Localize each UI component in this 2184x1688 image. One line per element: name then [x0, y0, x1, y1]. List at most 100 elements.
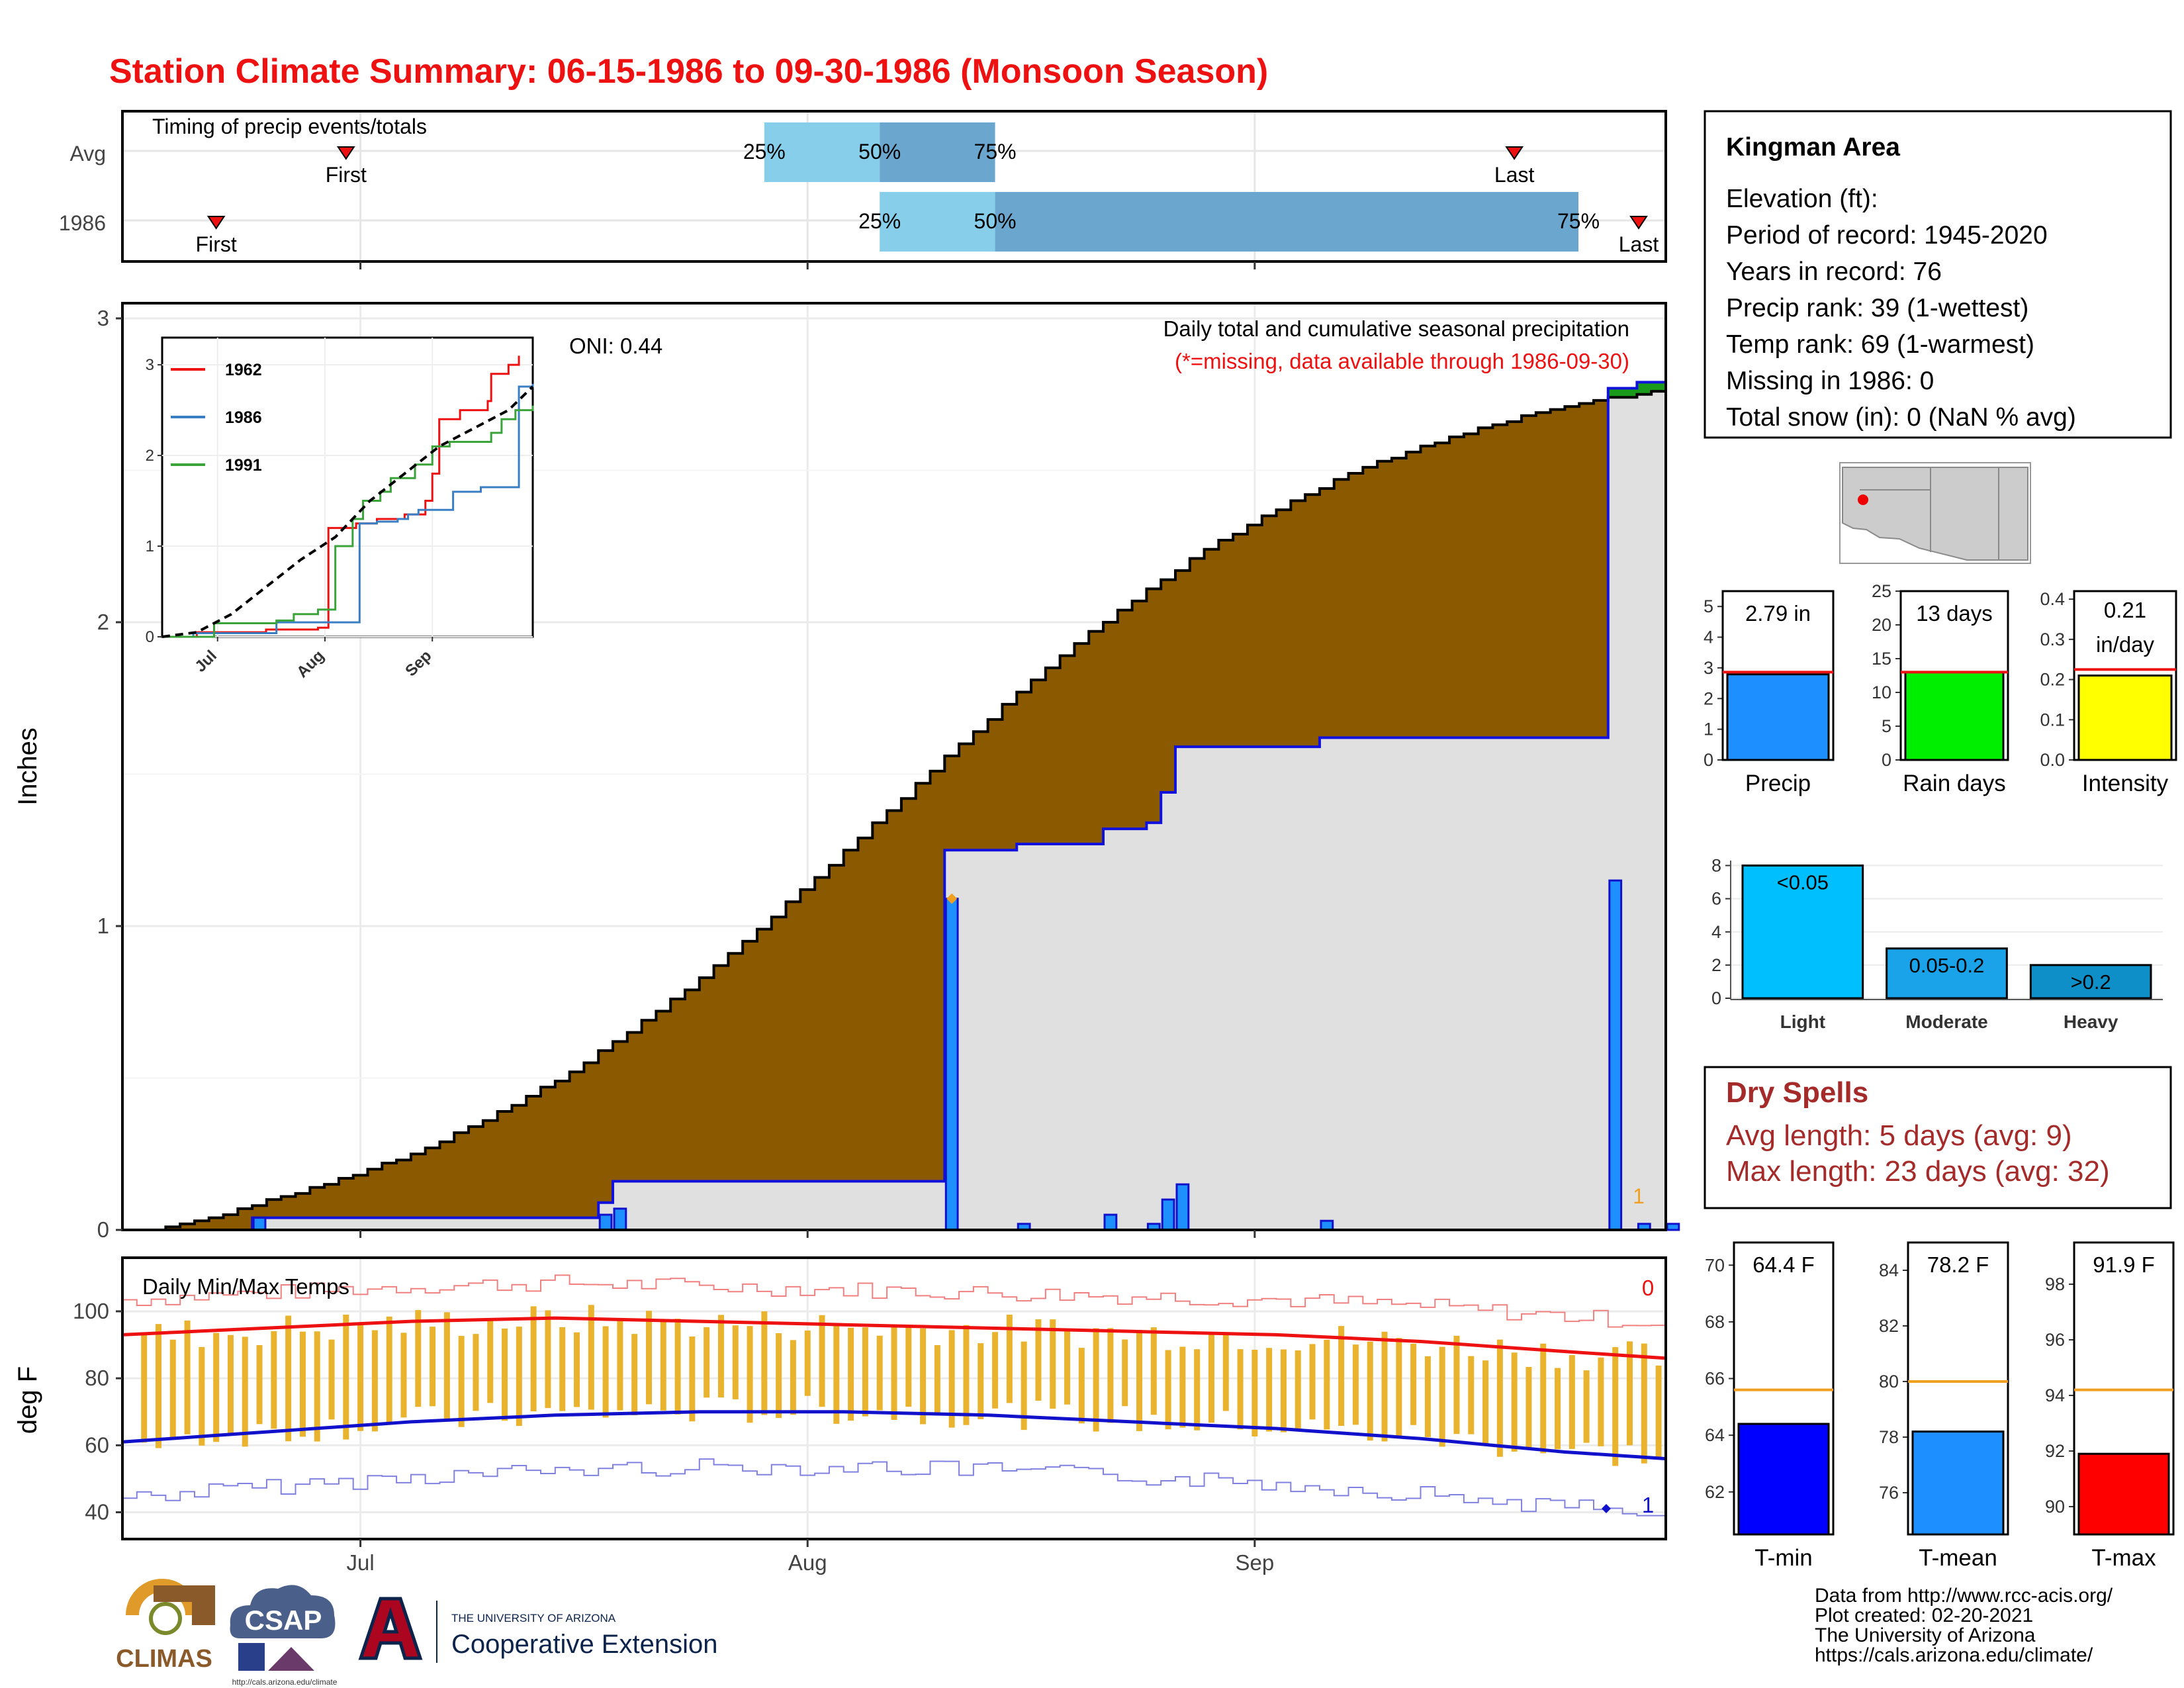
summary-y-tick-label: 0.2 — [2040, 670, 2065, 690]
precip-deficit-segment — [1045, 667, 1061, 845]
ua-block-a-icon — [358, 1597, 423, 1660]
station-temp-rank: Temp rank: 69 (1-warmest) — [1726, 330, 2034, 359]
precip-deficit-segment — [973, 731, 989, 851]
precip-deficit-segment — [1391, 458, 1407, 738]
precip-deficit-segment — [627, 1032, 643, 1182]
summary-value-bar — [1737, 1423, 1830, 1536]
events-y-tick-label: 2 — [1711, 955, 1721, 975]
temp-panel: 40 60 80 100 deg F Daily Min/Max Temps 0 1 — [13, 1256, 1667, 1540]
precip-deficit-segment — [1060, 655, 1075, 845]
precip-deficit-segment — [497, 1111, 512, 1218]
precip-deficit-segment — [469, 1126, 484, 1218]
station-period: Period of record: 1945-2020 — [1726, 221, 2048, 250]
events-bar-label: <0.05 — [1777, 871, 1829, 894]
precip-deficit-segment — [1463, 434, 1479, 738]
csap-mountain-icon — [268, 1647, 314, 1671]
summary-y-tick-label: 66 — [1705, 1369, 1725, 1389]
events-y-tick-label: 8 — [1711, 856, 1721, 876]
x-month-label: Sep — [1236, 1550, 1275, 1575]
precip-deficit-segment — [641, 1020, 657, 1182]
summary-y-tick-label: 0.4 — [2040, 589, 2065, 609]
summary-y-tick-label: 98 — [2045, 1274, 2065, 1294]
inset-series-1962 — [162, 355, 520, 638]
events-category-label: Heavy — [2064, 1011, 2118, 1032]
precip-deficit-segment — [1074, 643, 1089, 845]
precip-y-axis-label: Inches — [13, 727, 42, 806]
precip-deficit-segment — [1305, 494, 1320, 747]
precip-deficit-segment — [1017, 692, 1032, 845]
inset-series-1986 — [162, 383, 534, 638]
summary-y-tick-label: 96 — [2045, 1330, 2065, 1350]
precip-surplus-segment — [1651, 382, 1666, 392]
precip-deficit-segment — [1175, 570, 1191, 747]
precip-deficit-segment — [1435, 443, 1450, 738]
csap-logo-text: CSAP — [245, 1605, 322, 1636]
precip-deficit-segment — [815, 877, 830, 1182]
precip-deficit-segment — [382, 1163, 397, 1218]
station-missing: Missing in 1986: 0 — [1726, 367, 1934, 395]
precip-deficit-segment — [887, 810, 902, 1182]
x-month-label: Jul — [347, 1550, 375, 1575]
precip-deficit-segment — [410, 1154, 426, 1218]
csap-url-text: http://cals.arizona.edu/climate — [232, 1677, 338, 1687]
precip-deficit-segment — [901, 798, 917, 1182]
summary-y-tick-label: 70 — [1705, 1255, 1725, 1275]
precip-deficit-segment — [353, 1175, 369, 1218]
timing-row-1986-label: 1986 — [59, 211, 106, 235]
precip-deficit-segment — [281, 1196, 296, 1218]
precip-deficit-segment — [1276, 510, 1291, 747]
precip-deficit-segment — [238, 1208, 253, 1230]
summary-y-tick-label: 1 — [1704, 720, 1713, 739]
precip-deficit-segment — [1247, 525, 1263, 747]
events-y-tick-label: 4 — [1711, 922, 1721, 942]
precip-deficit-segment — [699, 978, 715, 1182]
summary-y-tick-label: 10 — [1872, 682, 1891, 702]
dry-spells-avg-length: Avg length: 5 days (avg: 9) — [1726, 1119, 2072, 1152]
precip-deficit-segment — [843, 850, 859, 1182]
oni-value: ONI: 0.44 — [569, 334, 662, 358]
precip-deficit-segment — [1002, 704, 1017, 851]
summary-y-tick-label: 5 — [1704, 596, 1713, 616]
summary-value-bar — [1904, 671, 2005, 761]
summary-value-bar — [2077, 1452, 2170, 1536]
summary-y-tick-label: 0 — [1882, 750, 1891, 770]
precip-deficit-segment — [569, 1072, 584, 1218]
timing-1986-q25-q50-bar — [880, 192, 995, 252]
summary-value-label: 91.9 F — [2093, 1252, 2155, 1277]
precip-deficit-segment — [1522, 415, 1537, 738]
precip-header: Daily total and cumulative seasonal prec… — [1163, 316, 1629, 341]
summary-y-tick-label: 5 — [1882, 716, 1891, 736]
precip-deficit-segment — [1363, 467, 1378, 738]
summary-value-label: 78.2 F — [1927, 1252, 1989, 1277]
precip-deficit-segment — [915, 783, 931, 1182]
precip-deficit-segment — [684, 990, 700, 1182]
precip-deficit-segment — [1478, 428, 1493, 738]
precip-surplus-segment — [1608, 388, 1623, 398]
precip-deficit-segment — [1348, 473, 1363, 738]
precip-deficit-segment — [1377, 461, 1392, 738]
inset-legend-label: 1991 — [225, 456, 262, 475]
station-total-snow: Total snow (in): 0 (NaN % avg) — [1726, 403, 2076, 432]
precip-deficit-segment — [1261, 516, 1277, 747]
summary-y-tick-label: 76 — [1879, 1483, 1899, 1503]
precip-deficit-segment — [1189, 558, 1205, 747]
footer-credits: Data from http://www.rcc-acis.org/ Plot … — [1815, 1585, 2113, 1666]
precip-deficit-segment — [872, 822, 887, 1182]
summary-y-tick-label: 68 — [1705, 1312, 1725, 1332]
summary-x-label: Rain days — [1903, 771, 2006, 796]
summary-chart-t-max: 90 92 94 96 98 91.9 F T-max — [2045, 1241, 2175, 1571]
precip-deficit-segment — [1031, 680, 1046, 845]
summary-x-label: Intensity — [2082, 771, 2169, 796]
summary-y-tick-label: 4 — [1704, 628, 1713, 647]
record-min-count: 1 — [1642, 1493, 1654, 1517]
precip-deficit-segment — [512, 1105, 527, 1218]
timing-1986-pct-label: 25% — [858, 209, 901, 233]
summary-chart-precip: 0 1 2 3 4 5 2.79 in Precip — [1704, 590, 1835, 796]
events-bar-label: 0.05-0.2 — [1909, 954, 1985, 977]
summary-x-label: Precip — [1745, 771, 1811, 796]
dry-spells-max-length: Max length: 23 days (avg: 32) — [1726, 1155, 2110, 1188]
station-years: Years in record: 76 — [1726, 258, 1942, 286]
timing-avg-first-label: First — [326, 163, 367, 187]
precip-deficit-segment — [180, 1223, 195, 1230]
inset-legend-label: 1986 — [225, 408, 262, 427]
